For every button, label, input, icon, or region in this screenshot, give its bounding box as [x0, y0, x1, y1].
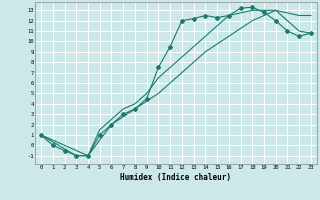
X-axis label: Humidex (Indice chaleur): Humidex (Indice chaleur) [121, 173, 231, 182]
